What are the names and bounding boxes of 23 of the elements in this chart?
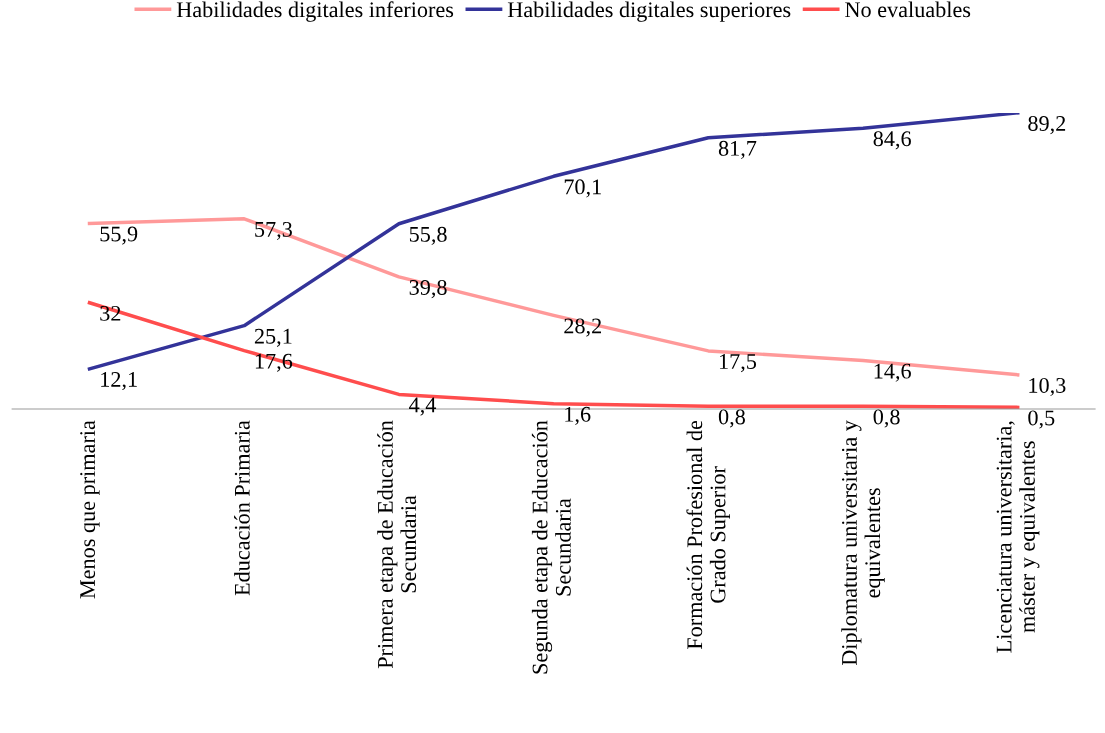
data-label: 1,6	[565, 406, 591, 425]
x-tick-label: Educación Primaria	[234, 420, 250, 596]
x-tick-label: Primera etapa de Educación Secundaria	[377, 420, 417, 669]
data-label: 81,7	[718, 140, 757, 160]
data-label: 89,2	[1028, 115, 1066, 135]
data-label: 39,8	[409, 279, 447, 299]
legend-label: Habilidades digitales superiores	[507, 1, 791, 22]
x-tick-label: Menos que primaria	[80, 420, 100, 599]
data-label: 14,6	[874, 363, 911, 382]
data-label: 28,2	[564, 318, 601, 337]
data-label: 10,3	[1029, 377, 1066, 397]
legend-label: No evaluables	[845, 1, 971, 18]
data-label: 55,9	[100, 226, 138, 245]
data-label: 32	[100, 305, 121, 321]
data-label: 84,6	[873, 131, 911, 150]
data-label: 55,8	[409, 226, 447, 246]
data-label: 12,1	[101, 371, 137, 391]
data-label: 70,1	[564, 179, 601, 198]
data-label: 4,4	[409, 397, 437, 416]
legend-label: Habilidades digitales inferiores	[176, 1, 454, 22]
data-label: 57,3	[255, 221, 292, 241]
data-label: 25,1	[254, 328, 292, 347]
data-label: 17,5	[719, 354, 757, 373]
